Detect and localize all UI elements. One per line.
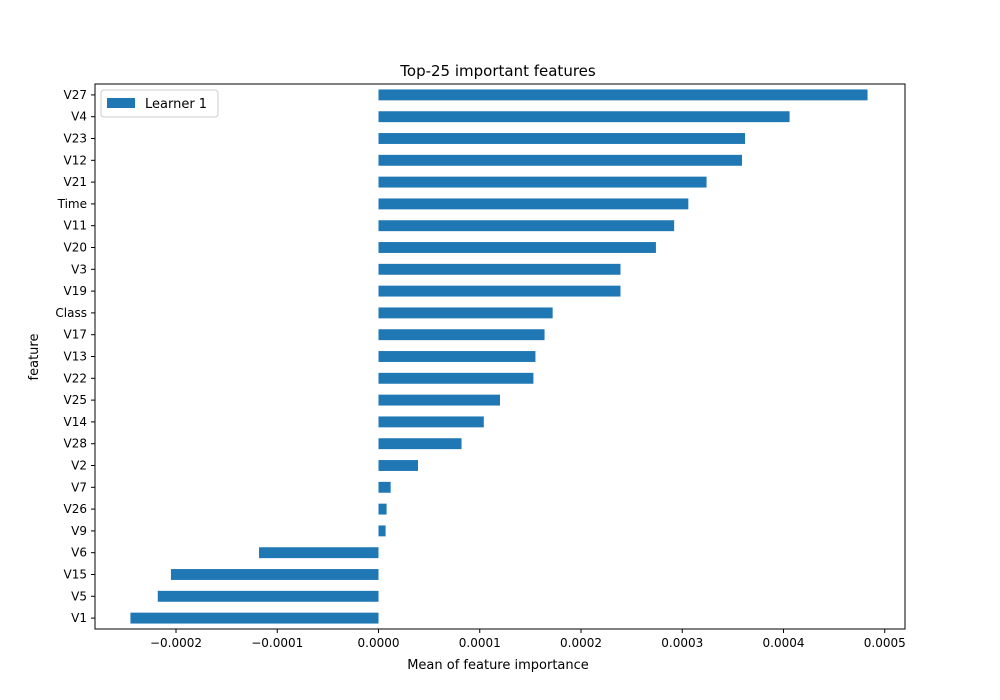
y-tick-label: V15 bbox=[64, 568, 87, 582]
chart-title: Top-25 important features bbox=[399, 62, 596, 80]
y-tick-label: V2 bbox=[71, 459, 87, 473]
y-tick-label: V11 bbox=[64, 219, 87, 233]
y-tick-label: V12 bbox=[64, 153, 87, 167]
y-tick-label: V14 bbox=[64, 415, 87, 429]
y-tick-label: V19 bbox=[64, 284, 87, 298]
bar-v13 bbox=[378, 351, 536, 362]
x-tick-label: −0.0002 bbox=[150, 636, 202, 650]
legend: Learner 1 bbox=[100, 89, 219, 118]
y-tick-label: V23 bbox=[64, 132, 87, 146]
y-tick-label: Class bbox=[55, 306, 87, 320]
x-tick-label: 0.0003 bbox=[661, 636, 703, 650]
bar-v27 bbox=[378, 89, 868, 101]
bars-layer bbox=[130, 89, 868, 624]
bar-v4 bbox=[378, 111, 790, 123]
bar-v7 bbox=[378, 481, 391, 493]
y-axis-label: feature bbox=[27, 334, 42, 381]
bar-v20 bbox=[378, 242, 656, 253]
plot-frame bbox=[94, 83, 906, 630]
legend-swatch bbox=[107, 98, 135, 108]
y-tick-label: V20 bbox=[64, 241, 87, 255]
x-axis-ticks: −0.0002 −0.0001 0.0000 0.0001 0.0002 0.0003 0.… bbox=[150, 629, 906, 650]
x-tick-label: 0.0005 bbox=[864, 636, 906, 650]
legend-box bbox=[100, 89, 219, 118]
bar-v25 bbox=[378, 394, 500, 406]
x-axis-label: Mean of feature importance bbox=[407, 658, 589, 673]
bar-time bbox=[378, 198, 689, 210]
y-tick-label: V3 bbox=[71, 262, 87, 276]
bar-v3 bbox=[378, 263, 621, 275]
bar-v9 bbox=[378, 525, 386, 537]
bar-v21 bbox=[378, 176, 707, 188]
y-tick-label: V17 bbox=[64, 328, 87, 342]
x-tick-label: 0.0004 bbox=[763, 636, 805, 650]
y-tick-label: Time bbox=[57, 197, 87, 211]
y-tick-label: V28 bbox=[64, 437, 87, 451]
bar-v22 bbox=[378, 372, 534, 384]
bar-class bbox=[378, 307, 553, 319]
legend-label: Learner 1 bbox=[145, 97, 207, 112]
bar-v1 bbox=[130, 612, 379, 624]
bar-v5 bbox=[157, 590, 379, 602]
x-tick-label: 0.0002 bbox=[560, 636, 602, 650]
bar-v14 bbox=[378, 416, 484, 428]
y-tick-label: V27 bbox=[64, 88, 87, 102]
bar-v12 bbox=[378, 154, 742, 166]
x-tick-label: 0.0000 bbox=[358, 636, 400, 650]
y-tick-label: V4 bbox=[71, 110, 87, 124]
y-tick-label: V22 bbox=[64, 371, 87, 385]
y-tick-label: V9 bbox=[71, 524, 87, 538]
y-tick-label: V13 bbox=[64, 350, 87, 364]
y-tick-label: V6 bbox=[71, 546, 87, 560]
bar-v23 bbox=[378, 133, 746, 144]
y-tick-label: V5 bbox=[71, 589, 87, 603]
bar-v17 bbox=[378, 329, 545, 341]
y-axis-ticks: V27 V4 V23 V12 V21 Time V11 V20 V3 V19 Class V17 V13… bbox=[55, 88, 95, 625]
x-tick-label: 0.0001 bbox=[459, 636, 501, 650]
y-tick-label: V1 bbox=[71, 611, 87, 625]
x-tick-label: −0.0001 bbox=[251, 636, 303, 650]
y-tick-label: V25 bbox=[64, 393, 87, 407]
bar-v11 bbox=[378, 220, 675, 232]
y-tick-label: V7 bbox=[71, 480, 87, 494]
bar-v19 bbox=[378, 285, 621, 297]
bar-v2 bbox=[378, 460, 418, 471]
y-tick-label: V26 bbox=[64, 502, 87, 516]
bar-v6 bbox=[259, 547, 379, 559]
bar-v26 bbox=[378, 503, 387, 515]
bar-v28 bbox=[378, 438, 462, 450]
y-tick-label: V21 bbox=[64, 175, 87, 189]
bar-v15 bbox=[170, 569, 379, 580]
